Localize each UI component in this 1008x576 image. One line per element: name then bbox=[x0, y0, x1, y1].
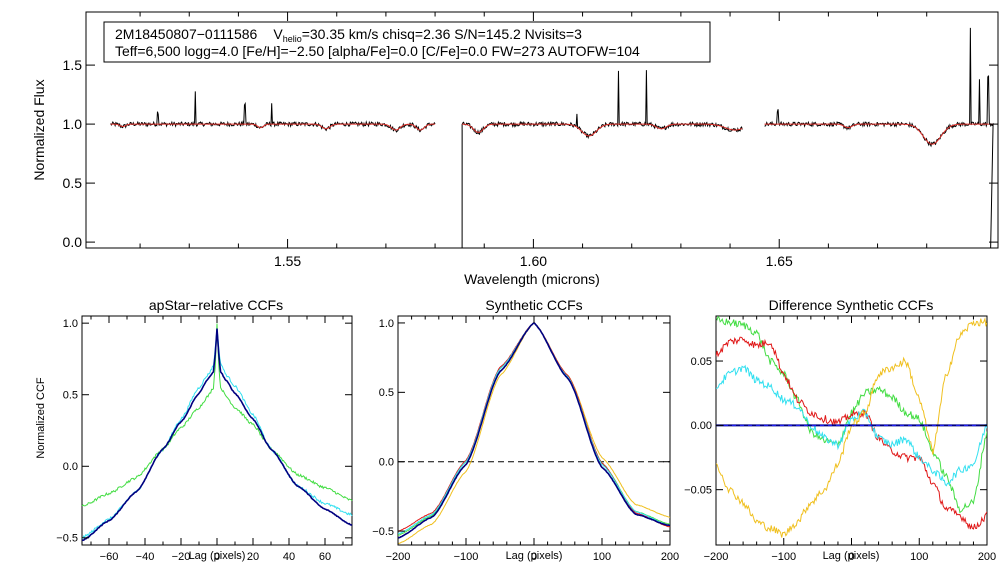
x-tick-label: 40 bbox=[283, 551, 295, 563]
apstar-ccf-plot-area bbox=[81, 323, 353, 542]
difference-ccf-plot-area bbox=[716, 316, 987, 538]
info-star-id: 2M18450807−0111586 bbox=[115, 26, 258, 42]
model-spectrum-chip-3 bbox=[764, 123, 994, 145]
difference-series-yellow bbox=[716, 317, 987, 538]
spectrum-panel: 1.55 1.60 1.65 0.0 0.5 1.0 1.5 2M18450807−0111… bbox=[31, 11, 999, 287]
apstar-ccf-ylabel: Normalized CCF bbox=[35, 377, 47, 459]
x-tick-label: 1.65 bbox=[766, 253, 793, 269]
ccf-series-green bbox=[81, 323, 353, 507]
synthetic-ccf-ticks: −200 −100 0 100 200 −0.5 0.0 0.5 1.0 bbox=[372, 316, 679, 563]
model-spectrum-chip-1 bbox=[110, 123, 436, 131]
ccf-series-navy bbox=[81, 328, 353, 542]
observed-spectrum-chip-1 bbox=[110, 91, 436, 133]
y-tick-label: 1.5 bbox=[63, 57, 83, 73]
y-tick-label: 1.0 bbox=[379, 318, 394, 330]
x-tick-label: 0 bbox=[214, 551, 220, 563]
info-line-1: 2M18450807−0111586 Vhelio=30.35 km/s chis… bbox=[115, 26, 582, 44]
y-tick-label: 0.5 bbox=[63, 390, 78, 402]
apstar-ccf-title: apStar−relative CCFs bbox=[149, 297, 283, 313]
x-tick-label: 200 bbox=[661, 551, 679, 563]
difference-ccf-title: Difference Synthetic CCFs bbox=[769, 297, 934, 313]
spectrum-frame bbox=[85, 11, 999, 249]
spectrum-info-box: 2M18450807−0111586 Vhelio=30.35 km/s chis… bbox=[103, 21, 711, 63]
y-tick-label: 0.0 bbox=[63, 461, 78, 473]
y-tick-label: 0.00 bbox=[691, 420, 712, 432]
y-tick-label: 0.5 bbox=[63, 175, 83, 191]
info-v-sub: helio bbox=[283, 34, 302, 44]
synthetic-ccf-panel: Synthetic CCFs −200 −100 0 100 200 −0.5 0.0 0.5… bbox=[372, 297, 679, 563]
x-tick-label: −100 bbox=[454, 551, 479, 563]
x-tick-label: 100 bbox=[593, 551, 611, 563]
difference-series-cyan bbox=[716, 364, 987, 487]
spectrum-ylabel: Normalized Flux bbox=[31, 79, 47, 180]
x-tick-label: 1.60 bbox=[520, 253, 547, 269]
y-tick-label: 0.0 bbox=[379, 457, 394, 469]
difference-ccf-xlabel: Lag (pixels) bbox=[823, 550, 880, 562]
x-tick-label: −20 bbox=[172, 551, 191, 563]
x-tick-label: −200 bbox=[704, 551, 729, 563]
apstar-ccf-xlabel: Lag (pixels) bbox=[189, 550, 246, 562]
synthetic-series-cyan bbox=[397, 322, 671, 535]
x-tick-label: −40 bbox=[136, 551, 155, 563]
x-tick-label: −60 bbox=[100, 551, 119, 563]
synthetic-series-red bbox=[397, 322, 671, 532]
difference-series-green bbox=[716, 316, 987, 514]
spectrum-ticks: 1.55 1.60 1.65 0.0 0.5 1.0 1.5 bbox=[63, 12, 998, 269]
observed-spectrum-chip-3 bbox=[764, 27, 994, 248]
x-tick-label: 0 bbox=[531, 551, 537, 563]
synthetic-ccf-plot-area bbox=[397, 321, 671, 545]
x-tick-label: −100 bbox=[771, 551, 796, 563]
synthetic-series-green bbox=[397, 322, 671, 536]
difference-ccf-ticks: −200 −100 0 100 200 −0.05 0.00 0.05 bbox=[684, 316, 996, 563]
difference-ccf-frame bbox=[715, 315, 988, 546]
x-tick-label: −200 bbox=[386, 551, 411, 563]
apstar-ccf-frame bbox=[81, 315, 353, 546]
y-tick-label: 0.05 bbox=[691, 356, 712, 368]
apstar-ccf-panel: apStar−relative CCFs −60 −40 −20 0 20 40 60 −0.… bbox=[35, 297, 353, 563]
x-tick-label: 20 bbox=[247, 551, 259, 563]
y-tick-label: −0.5 bbox=[372, 526, 394, 538]
synthetic-ccf-xlabel: Lag (pixels) bbox=[506, 550, 563, 562]
model-spectrum-chip-2 bbox=[462, 123, 743, 137]
x-tick-label: 0 bbox=[848, 551, 854, 563]
observed-spectrum-chip-2 bbox=[461, 70, 743, 248]
difference-ccf-panel: Difference Synthetic CCFs −200 −100 0 100 20… bbox=[684, 297, 996, 563]
x-tick-label: 100 bbox=[910, 551, 928, 563]
y-tick-label: 1.0 bbox=[63, 116, 83, 132]
spectrum-plot-area bbox=[110, 27, 994, 248]
info-v: V bbox=[273, 26, 283, 42]
info-v-rest: =30.35 km/s chisq=2.36 S/N=145.2 Nvisits… bbox=[302, 26, 582, 42]
synthetic-ccf-title: Synthetic CCFs bbox=[485, 297, 582, 313]
x-tick-label: 1.55 bbox=[274, 253, 301, 269]
x-tick-label: 60 bbox=[319, 551, 331, 563]
spectrum-xlabel: Wavelength (microns) bbox=[464, 271, 600, 287]
info-box-frame bbox=[103, 21, 711, 63]
info-line-2: Teff=6,500 logg=4.0 [Fe/H]=−2.50 [alpha/… bbox=[115, 43, 640, 59]
x-tick-label: 200 bbox=[978, 551, 996, 563]
y-tick-label: −0.05 bbox=[684, 485, 712, 497]
y-tick-label: 0.0 bbox=[63, 234, 83, 250]
apstar-ccf-ticks: −60 −40 −20 0 20 40 60 −0.5 0.0 0.5 1.0 bbox=[56, 316, 352, 563]
difference-series-red bbox=[716, 336, 987, 530]
y-tick-label: 1.0 bbox=[63, 318, 78, 330]
y-tick-label: −0.5 bbox=[56, 533, 78, 545]
y-tick-label: 0.5 bbox=[379, 387, 394, 399]
